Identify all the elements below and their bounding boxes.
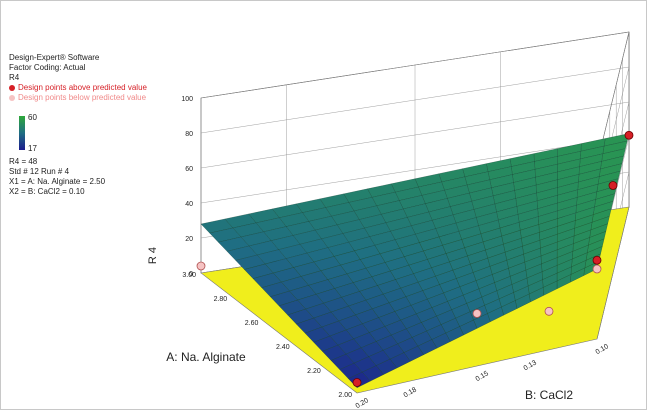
z-tick-label: 20 [185,236,193,243]
y-tick-label: 0.18 [403,386,418,399]
design-point-below [592,264,602,274]
color-scale-high: 60 [28,113,37,122]
x-tick-label: 2.40 [276,344,290,351]
x-tick-label: 2.20 [307,368,321,375]
z-tick-label: 100 [181,96,193,103]
z-tick-label: 80 [185,131,193,138]
color-scale-bar [19,116,25,150]
response-label: R4 [9,73,20,82]
info-x2: X2 = B: CaCl2 = 0.10 [9,187,85,196]
z-tick-label: 40 [185,201,193,208]
z-tick-label: 0 [189,271,193,278]
legend-below-text: Design points below predicted value [18,93,147,102]
design-point-above [352,378,362,387]
response-surface [200,133,630,388]
pink-dot-icon [9,94,15,101]
legend: Design-Expert® Software Factor Coding: A… [9,53,179,103]
design-point-below [196,261,206,271]
y-tick-label: 0.13 [523,359,538,372]
factor-coding-label: Factor Coding: Actual [9,63,86,72]
software-label: Design-Expert® Software [9,53,100,62]
x-axis-label: A: Na. Alginate [166,350,246,364]
legend-below: Design points below predicted value [9,93,179,103]
x-tick-label: 3.00 [182,272,196,279]
red-dot-icon [9,84,15,91]
design-point-below [472,309,482,318]
legend-above: Design points above predicted value [9,83,179,93]
z-tick-label: 60 [185,166,193,173]
x-tick-label: 2.80 [214,296,228,303]
design-point-above [624,130,634,140]
z-axis-label: R 4 [147,247,159,264]
y-tick-label: 0.20 [355,397,370,409]
design-point-above [608,181,618,190]
design-points [196,130,634,387]
legend-above-text: Design points above predicted value [18,83,147,92]
info-std: Std # 12 Run # 4 [9,167,70,176]
y-axis-label: B: CaCl2 [525,388,573,402]
y-tick-label: 0.10 [595,343,610,356]
design-point-above [592,255,602,265]
design-point-below [544,306,554,316]
x-tick-label: 2.60 [245,320,259,327]
info-x1: X1 = A: Na. Alginate = 2.50 [9,177,106,186]
x-tick-label: 2.00 [338,392,352,399]
info-value: R4 = 48 [9,157,38,166]
y-tick-label: 0.15 [475,370,490,383]
color-scale-low: 17 [28,144,37,153]
point-info: R4 = 48 Std # 12 Run # 4 X1 = A: Na. Alg… [9,157,105,197]
